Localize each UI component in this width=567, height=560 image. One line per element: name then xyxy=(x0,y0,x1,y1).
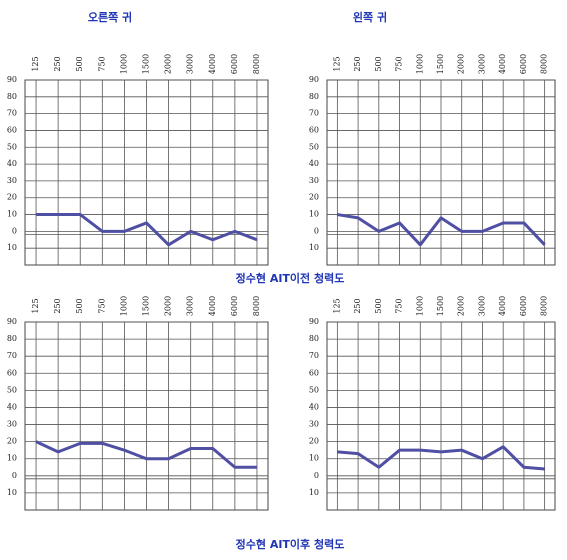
y-tick-label: 90 xyxy=(7,75,17,84)
y-tick-label: 30 xyxy=(7,420,17,429)
x-tick-label: 1000 xyxy=(119,296,128,316)
y-tick-label: 90 xyxy=(309,317,319,326)
x-tick-label: 3000 xyxy=(186,296,195,316)
x-tick-label: 6000 xyxy=(519,54,528,74)
x-tick-label: 6000 xyxy=(519,296,528,316)
x-tick-label: 750 xyxy=(395,298,404,313)
x-tick-label: 6000 xyxy=(230,54,239,74)
y-tick-label: 80 xyxy=(7,92,17,101)
x-tick-label: 750 xyxy=(97,298,106,313)
chart-title: 오른쪽 귀 xyxy=(88,10,132,24)
x-tick-label: 125 xyxy=(332,56,341,71)
y-tick-label: 20 xyxy=(309,437,319,446)
hearing-line xyxy=(337,213,546,247)
caption: 정수현 AIT이전 청력도 xyxy=(236,271,345,285)
x-tick-label: 500 xyxy=(75,56,84,71)
x-tick-label: 2000 xyxy=(164,54,173,74)
y-tick-label: 30 xyxy=(7,176,17,185)
x-tick-label: 250 xyxy=(353,56,362,71)
y-tick-label: 20 xyxy=(7,437,17,446)
y-tick-label: 10 xyxy=(309,488,319,497)
hearing-line xyxy=(36,213,258,247)
x-tick-label: 4000 xyxy=(498,54,507,74)
x-tick-label: 750 xyxy=(395,56,404,71)
x-tick-label: 2000 xyxy=(457,54,466,74)
x-tick-label: 1500 xyxy=(142,54,151,74)
y-tick-label: 10 xyxy=(309,243,319,252)
x-tick-label: 500 xyxy=(374,56,383,71)
y-tick-label: 10 xyxy=(309,454,319,463)
y-tick-label: 20 xyxy=(309,193,319,202)
y-tick-label: 10 xyxy=(309,210,319,219)
y-tick-label: 70 xyxy=(7,109,17,118)
y-tick-label: 40 xyxy=(7,159,17,168)
y-tick-label: 40 xyxy=(7,402,17,411)
y-tick-label: 70 xyxy=(7,351,17,360)
x-tick-label: 2000 xyxy=(457,296,466,316)
y-tick-label: 10 xyxy=(7,454,17,463)
x-tick-label: 4000 xyxy=(208,54,217,74)
x-tick-label: 4000 xyxy=(498,296,507,316)
x-tick-label: 1500 xyxy=(142,296,151,316)
y-tick-label: 40 xyxy=(309,402,319,411)
x-tick-label: 6000 xyxy=(230,296,239,316)
x-tick-label: 1500 xyxy=(436,296,445,316)
y-tick-label: 80 xyxy=(7,334,17,343)
x-tick-label: 250 xyxy=(53,56,62,71)
x-tick-label: 250 xyxy=(353,298,362,313)
x-tick-label: 3000 xyxy=(186,54,195,74)
x-tick-label: 125 xyxy=(31,56,40,71)
y-tick-label: 0 xyxy=(12,471,17,480)
x-tick-label: 8000 xyxy=(540,296,549,316)
x-tick-label: 4000 xyxy=(208,296,217,316)
y-tick-label: 0 xyxy=(314,471,319,480)
y-tick-label: 50 xyxy=(309,142,319,151)
x-tick-label: 500 xyxy=(374,298,383,313)
x-tick-label: 750 xyxy=(97,56,106,71)
x-tick-label: 3000 xyxy=(477,54,486,74)
y-tick-label: 30 xyxy=(309,176,319,185)
y-tick-label: 10 xyxy=(7,488,17,497)
caption: 정수현 AIT이후 청력도 xyxy=(236,537,345,551)
y-tick-label: 50 xyxy=(309,385,319,394)
y-tick-label: 90 xyxy=(309,75,319,84)
y-tick-label: 70 xyxy=(309,351,319,360)
y-tick-label: 90 xyxy=(7,317,17,326)
x-tick-label: 1000 xyxy=(119,54,128,74)
x-tick-label: 8000 xyxy=(540,54,549,74)
y-tick-label: 0 xyxy=(314,226,319,235)
y-tick-label: 80 xyxy=(309,92,319,101)
x-tick-label: 3000 xyxy=(477,296,486,316)
y-tick-label: 20 xyxy=(7,193,17,202)
hearing-line xyxy=(337,445,545,471)
y-tick-label: 10 xyxy=(7,210,17,219)
x-tick-label: 8000 xyxy=(252,296,261,316)
x-tick-label: 8000 xyxy=(252,54,261,74)
y-tick-label: 60 xyxy=(309,125,319,134)
x-tick-label: 2000 xyxy=(164,296,173,316)
x-tick-label: 250 xyxy=(53,298,62,313)
y-tick-label: 10 xyxy=(7,243,17,252)
y-tick-label: 60 xyxy=(7,368,17,377)
chart-title: 왼쪽 귀 xyxy=(353,10,387,24)
x-tick-label: 1000 xyxy=(415,296,424,316)
y-tick-label: 60 xyxy=(7,125,17,134)
y-tick-label: 60 xyxy=(309,368,319,377)
x-tick-label: 125 xyxy=(31,298,40,313)
x-tick-label: 500 xyxy=(75,298,84,313)
y-tick-label: 50 xyxy=(7,142,17,151)
x-tick-label: 1500 xyxy=(436,54,445,74)
y-tick-label: 30 xyxy=(309,420,319,429)
x-tick-label: 125 xyxy=(332,298,341,313)
y-tick-label: 50 xyxy=(7,385,17,394)
y-tick-label: 80 xyxy=(309,334,319,343)
y-tick-label: 0 xyxy=(12,226,17,235)
x-tick-label: 1000 xyxy=(415,54,424,74)
y-tick-label: 70 xyxy=(309,109,319,118)
hearing-line xyxy=(35,440,257,469)
y-tick-label: 40 xyxy=(309,159,319,168)
